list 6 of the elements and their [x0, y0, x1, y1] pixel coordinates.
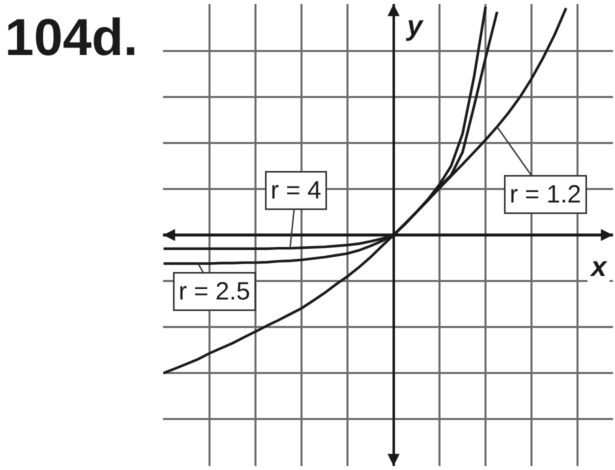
series-label: r = 2.5: [178, 278, 250, 306]
series-label: r = 1.2: [510, 180, 582, 209]
chart-title: 104d.: [4, 9, 138, 68]
y-axis-title: y: [405, 10, 424, 41]
series-label: r = 4: [270, 176, 322, 205]
x-axis-title: x: [589, 251, 608, 282]
